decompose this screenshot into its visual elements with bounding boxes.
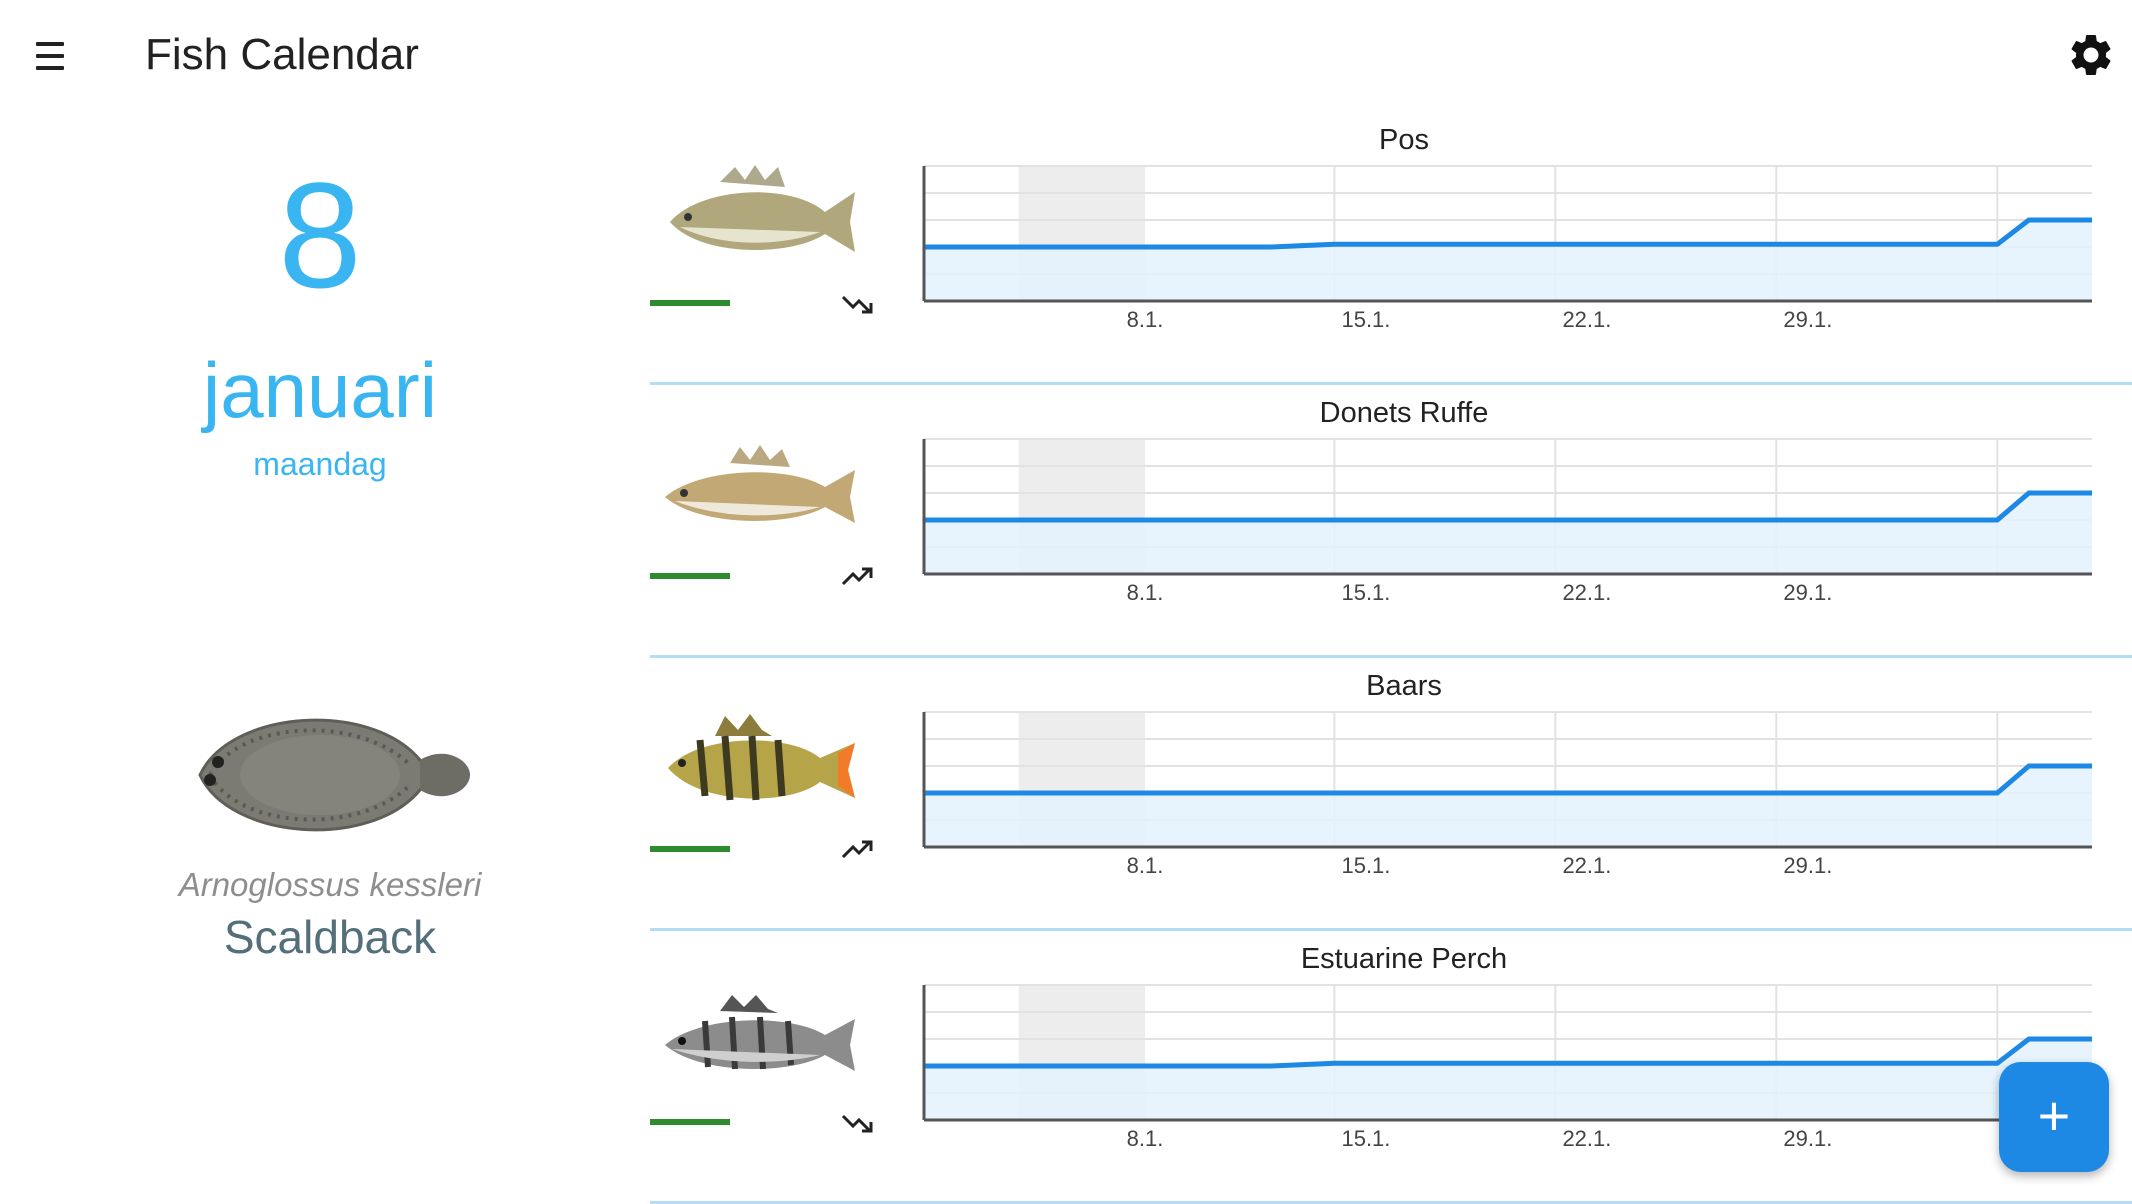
fish-thumbnail: [660, 981, 860, 1091]
area-fill: [924, 493, 2092, 574]
area-fill: [924, 766, 2092, 847]
chart: 8.1. 15.1. 22.1. 29.1.: [922, 438, 2092, 605]
chart: 8.1. 15.1. 22.1. 29.1.: [922, 984, 2092, 1151]
fish-thumbnail: [660, 435, 860, 545]
x-tick-label: 29.1.: [1783, 1126, 1832, 1151]
row-divider: [650, 382, 2132, 385]
chart-title: Baars: [1366, 670, 1442, 702]
featured-fish-image[interactable]: [180, 690, 480, 870]
month-name: januari: [202, 346, 438, 434]
x-tick-label: 8.1.: [1127, 307, 1164, 332]
x-tick-label: 15.1.: [1341, 1126, 1390, 1151]
day-number: 8: [278, 151, 362, 319]
trending-up-icon: [841, 567, 873, 586]
series-line: [924, 217, 2092, 250]
status-indicator: [650, 846, 730, 852]
series-line: [924, 490, 2092, 523]
gear-icon: [2071, 34, 2111, 75]
trending-down-icon: [841, 295, 873, 314]
x-tick-label: 29.1.: [1783, 853, 1832, 878]
x-tick-label: 29.1.: [1783, 307, 1832, 332]
settings-button[interactable]: [2066, 30, 2116, 80]
chart-title: Estuarine Perch: [1300, 943, 1508, 975]
x-tick-label: 15.1.: [1341, 580, 1390, 605]
row-divider: [650, 655, 2132, 658]
chart-title: Donets Ruffe: [1319, 397, 1489, 429]
area-fill: [924, 220, 2092, 301]
featured-common-name: Scaldback: [223, 911, 437, 963]
species-row[interactable]: Donets Ruffe 8.1. 15.1. 22.1. 29.1.: [650, 385, 2132, 658]
species-row[interactable]: Estuarine Perch 8.1. 15.1. 22.1. 29.1.: [650, 931, 2132, 1204]
x-tick-label: 22.1.: [1562, 307, 1611, 332]
x-tick-label: 15.1.: [1341, 307, 1390, 332]
fish-thumbnail: [660, 708, 860, 818]
featured-latin-name: Arnoglossus kessleri: [178, 866, 482, 903]
x-tick-label: 8.1.: [1127, 580, 1164, 605]
chart: 8.1. 15.1. 22.1. 29.1.: [922, 711, 2092, 878]
app-title: Fish Calendar: [145, 30, 419, 79]
area-fill: [924, 1039, 2092, 1120]
x-tick-label: 22.1.: [1562, 1126, 1611, 1151]
weekday-name: maandag: [253, 446, 387, 482]
species-row[interactable]: Baars 8.1. 15.1. 22.1. 29.1.: [650, 658, 2132, 931]
chart: 8.1. 15.1. 22.1. 29.1.: [922, 165, 2092, 332]
series-line: [924, 1036, 2092, 1069]
x-tick-label: 8.1.: [1127, 853, 1164, 878]
x-tick-label: 15.1.: [1341, 853, 1390, 878]
menu-icon: [36, 42, 64, 46]
x-tick-label: 8.1.: [1127, 1126, 1164, 1151]
x-tick-label: 29.1.: [1783, 580, 1832, 605]
series-line: [924, 763, 2092, 796]
status-indicator: [650, 1119, 730, 1125]
row-divider: [650, 928, 2132, 931]
species-list: Pos 8.1. 15.1. 22.1. 29.1. Donets Ruffe 8.1…: [650, 112, 2132, 1204]
species-row[interactable]: Pos 8.1. 15.1. 22.1. 29.1.: [650, 112, 2132, 385]
fish-thumbnail: [660, 162, 860, 272]
chart-title: Pos: [1379, 124, 1429, 156]
status-indicator: [650, 573, 730, 579]
app-bar: Fish Calendar: [0, 0, 2132, 112]
x-tick-label: 22.1.: [1562, 580, 1611, 605]
trending-down-icon: [841, 1114, 873, 1133]
menu-button[interactable]: [26, 38, 74, 74]
trending-up-icon: [841, 840, 873, 859]
status-indicator: [650, 300, 730, 306]
x-tick-label: 22.1.: [1562, 853, 1611, 878]
add-fish-button[interactable]: +: [1999, 1062, 2109, 1172]
